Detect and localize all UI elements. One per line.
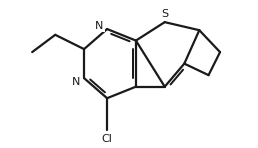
Text: Cl: Cl [102,133,112,144]
Text: N: N [72,77,80,87]
Text: N: N [95,21,103,31]
Text: S: S [161,9,168,19]
